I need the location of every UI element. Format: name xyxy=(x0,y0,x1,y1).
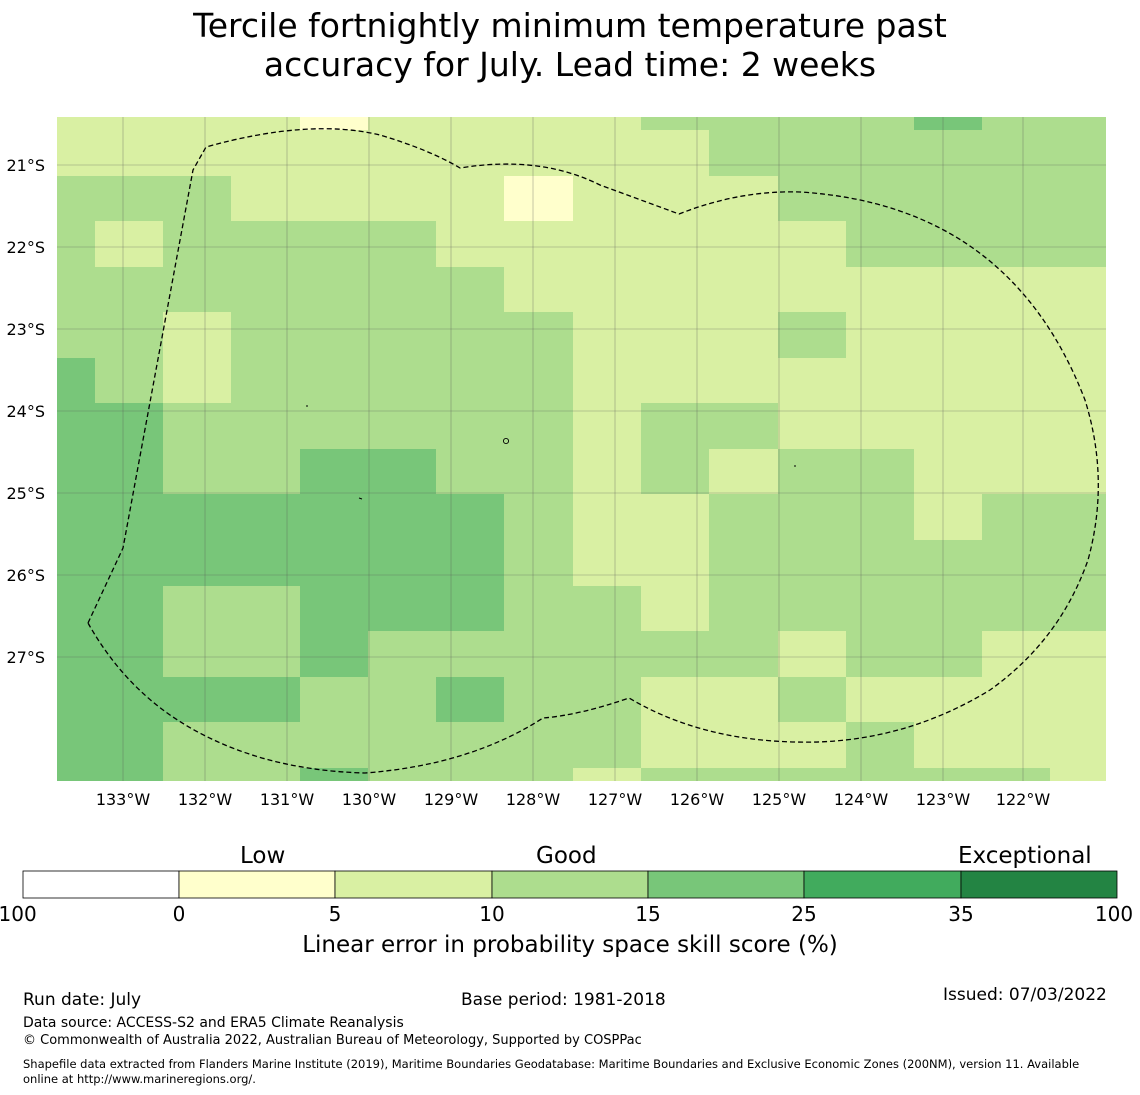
colorbar-tick: -100 xyxy=(0,902,37,926)
latitude-labels: 21°S 22°S 23°S 24°S 25°S 26°S 27°S xyxy=(6,156,45,667)
shapefile-credit-line-2: online at http://www.marineregions.org/. xyxy=(23,1072,256,1086)
colorbar-tick: 10 xyxy=(479,902,505,926)
latitude-label: 21°S xyxy=(6,156,45,175)
title-line-1: Tercile fortnightly minimum temperature … xyxy=(193,6,947,45)
grid-cell xyxy=(300,631,368,677)
grid-cell xyxy=(231,176,504,221)
latitude-label: 22°S xyxy=(6,238,45,257)
grid-cell xyxy=(709,117,1106,176)
copyright: © Commonwealth of Australia 2022, Austra… xyxy=(23,1033,642,1048)
longitude-label: 129°W xyxy=(424,790,479,809)
grid-cell xyxy=(57,586,163,781)
grid-cell xyxy=(778,403,1106,449)
grid-cell xyxy=(914,449,1106,494)
colorbar-segment xyxy=(647,870,805,899)
grid-cell xyxy=(57,117,709,176)
longitude-label: 131°W xyxy=(260,790,315,809)
colorbar-category-exceptional: Exceptional xyxy=(958,843,1092,869)
chart-title: Tercile fortnightly minimum temperature … xyxy=(0,6,1140,84)
grid-cell xyxy=(982,631,1106,677)
grid-cell xyxy=(1050,768,1106,781)
skill-score-grid xyxy=(57,117,1106,781)
grid-cell xyxy=(163,312,231,403)
grid-cell xyxy=(57,403,163,494)
colorbar-segment xyxy=(22,870,180,899)
longitude-label: 132°W xyxy=(178,790,233,809)
grid-cell xyxy=(573,768,641,781)
grid-cell xyxy=(573,494,709,586)
grid-cell xyxy=(573,176,778,221)
colorbar-tick: 15 xyxy=(635,902,661,926)
colorbar-segment xyxy=(803,870,962,899)
colorbar-tick: 100 xyxy=(1094,902,1134,926)
colorbar-segment xyxy=(334,870,493,899)
grid-cell xyxy=(778,631,846,677)
colorbar-tick: 5 xyxy=(328,902,342,926)
longitude-label: 125°W xyxy=(752,790,807,809)
grid-cell xyxy=(300,586,504,631)
colorbar-tick: 25 xyxy=(791,902,817,926)
colorbar-segment xyxy=(491,870,649,899)
longitude-label: 122°W xyxy=(996,790,1051,809)
graticule xyxy=(57,117,1106,781)
longitude-labels: 133°W 132°W 131°W 130°W 129°W 128°W 127°W 126°W… xyxy=(96,790,1051,809)
grid-cell xyxy=(163,677,300,722)
grid-cell xyxy=(57,358,95,403)
colorbar-category-low: Low xyxy=(240,843,286,869)
grid-cell xyxy=(573,403,641,494)
longitude-label: 123°W xyxy=(916,790,971,809)
grid-cell xyxy=(300,449,436,494)
grid-cell xyxy=(436,677,504,722)
latitude-label: 25°S xyxy=(6,484,45,503)
grid-cell xyxy=(641,117,709,130)
grid-cell xyxy=(641,677,778,768)
colorbar-segment xyxy=(178,870,336,899)
grid-cell xyxy=(914,117,982,130)
longitude-label: 126°W xyxy=(670,790,725,809)
grid-cell xyxy=(709,449,778,494)
grid-cell xyxy=(95,221,163,267)
grid-cell xyxy=(300,768,368,781)
run-date: Run date: July xyxy=(23,990,142,1010)
colorbar-tick: 35 xyxy=(948,902,974,926)
longitude-label: 127°W xyxy=(588,790,643,809)
island-markers xyxy=(306,405,796,500)
latitude-label: 26°S xyxy=(6,566,45,585)
colorbar-category-good: Good xyxy=(536,843,597,869)
grid-cell xyxy=(436,221,846,267)
latitude-label: 24°S xyxy=(6,402,45,421)
data-source: Data source: ACCESS-S2 and ERA5 Climate … xyxy=(23,1015,404,1031)
island-marker xyxy=(358,497,363,500)
latitude-label: 23°S xyxy=(6,320,45,339)
grid-cell xyxy=(846,677,1106,722)
longitude-label: 124°W xyxy=(834,790,889,809)
longitude-label: 128°W xyxy=(506,790,561,809)
eez-boundary xyxy=(87,128,1099,774)
grid-cell xyxy=(504,176,573,221)
longitude-label: 130°W xyxy=(342,790,397,809)
colorbar-tick: 0 xyxy=(172,902,186,926)
title-line-2: accuracy for July. Lead time: 2 weeks xyxy=(263,45,877,84)
island-marker xyxy=(502,437,510,445)
colorbar xyxy=(22,870,1118,899)
grid-cell xyxy=(778,722,846,768)
grid-cell xyxy=(914,722,1106,768)
grid-cell xyxy=(504,267,1106,312)
colorbar-label: Linear error in probability space skill … xyxy=(302,932,838,958)
latitude-label: 27°S xyxy=(6,648,45,667)
grid-cell xyxy=(641,586,709,631)
issued-date: Issued: 07/03/2022 xyxy=(943,985,1107,1005)
colorbar-segment xyxy=(960,870,1118,899)
longitude-label: 133°W xyxy=(96,790,151,809)
base-period: Base period: 1981-2018 xyxy=(461,990,666,1010)
grid-cell xyxy=(300,117,368,130)
grid-cell xyxy=(57,494,504,586)
grid-cell xyxy=(778,312,846,358)
grid-cell xyxy=(914,494,982,540)
shapefile-credit-line-1: Shapefile data extracted from Flanders M… xyxy=(23,1057,1080,1071)
